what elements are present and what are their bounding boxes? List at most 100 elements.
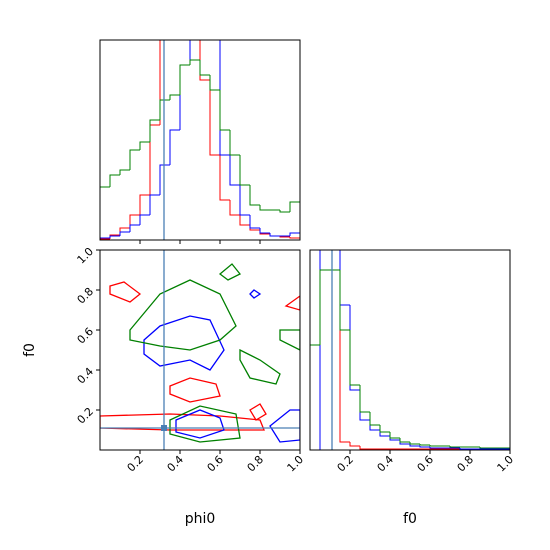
hist-step: [219, 90, 230, 131]
hist-step: [100, 238, 110, 240]
x-tick-label: 0.8: [455, 453, 477, 475]
x-tick-label: 0.6: [415, 453, 437, 475]
contour: [249, 403, 267, 421]
hist-step: [429, 445, 440, 447]
panel: [100, 0, 300, 240]
hist-step: [159, 40, 161, 125]
hist-step: [289, 201, 300, 240]
hist-step: [349, 305, 360, 391]
contour: [279, 329, 300, 351]
hist-step: [359, 385, 370, 413]
frame: [99, 39, 301, 241]
y-axis-label: f0: [22, 343, 38, 357]
hist-step: [139, 214, 150, 225]
x-axis-label: phi0: [185, 511, 216, 527]
x-tick-label: 0.2: [335, 453, 357, 475]
panel: [100, 250, 300, 450]
hist-step: [500, 447, 510, 450]
hist-step: [189, 40, 191, 65]
hist-step: [159, 99, 170, 120]
x-tick-label: 1.0: [495, 453, 517, 475]
x-tick-label: 1.0: [285, 453, 307, 475]
hist-step: [190, 20, 200, 30]
hist-step: [339, 250, 350, 443]
x-tick-label: 0.8: [245, 453, 267, 475]
hist-step: [319, 250, 321, 450]
hist-step: [219, 40, 230, 156]
hist-step: [129, 214, 140, 228]
x-tick-label: 0.2: [125, 453, 147, 475]
contour: [100, 413, 265, 431]
hist-step: [459, 448, 470, 450]
hist-step: [259, 205, 270, 211]
hist-step: [149, 124, 160, 195]
hist-step: [259, 228, 270, 234]
x-axis-label: f0: [403, 511, 417, 527]
contour: [269, 409, 300, 443]
hist-step: [409, 442, 420, 445]
x-tick-label: 0.6: [205, 453, 227, 475]
hist-step: [479, 447, 490, 449]
hist-step: [170, 0, 180, 10]
hist-step: [339, 270, 350, 331]
hist-step: [449, 446, 460, 448]
contour: [218, 263, 242, 281]
hist-step: [159, 164, 170, 195]
hist-step: [379, 425, 390, 433]
hist-step: [199, 60, 210, 76]
contour: [175, 409, 225, 439]
hist-step: [239, 215, 250, 226]
panel: [310, 250, 510, 450]
hist-step: [149, 119, 160, 142]
hist-step: [249, 185, 260, 206]
hist-step: [169, 94, 180, 100]
hist-step: [229, 130, 240, 156]
hist-step: [289, 237, 300, 240]
hist-step: [100, 186, 110, 240]
hist-step: [289, 232, 300, 240]
hist-step: [210, 20, 220, 25]
hist-step: [319, 250, 321, 450]
hist-step: [399, 438, 410, 443]
hist-step: [180, 10, 190, 20]
y-tick-label: 1.0: [75, 245, 97, 267]
hist-step: [419, 446, 430, 448]
hist-step: [269, 233, 280, 237]
contour: [249, 289, 262, 299]
hist-step: [139, 141, 150, 150]
hist-step: [279, 210, 290, 213]
contour: [239, 348, 281, 385]
hist-step: [379, 430, 390, 437]
hist-step: [179, 64, 190, 95]
frame: [99, 249, 301, 451]
hist-step: [189, 59, 200, 65]
hist-step: [229, 155, 240, 186]
hist-step: [500, 448, 510, 450]
hist-step: [419, 444, 430, 446]
hist-step: [100, 237, 110, 240]
hist-step: [129, 224, 140, 232]
hist-step: [199, 40, 210, 81]
truth-marker: [161, 425, 167, 431]
hist-step: [109, 235, 120, 238]
hist-step: [359, 390, 370, 421]
hist-step: [139, 194, 150, 215]
hist-step: [389, 432, 400, 439]
hist-step: [319, 269, 330, 345]
hist-step: [169, 129, 180, 165]
hist-step: [339, 250, 350, 306]
hist-step: [179, 64, 190, 130]
hist-step: [349, 442, 360, 447]
hist-step: [109, 174, 120, 187]
contour: [129, 279, 237, 351]
contour: [143, 315, 225, 371]
y-tick-label: 0.8: [75, 285, 97, 307]
y-tick-label: 0.2: [75, 405, 97, 427]
contour: [109, 281, 142, 303]
hist-step: [229, 200, 240, 216]
hist-step: [429, 447, 440, 449]
contour: [169, 377, 221, 403]
x-tick-label: 0.4: [375, 453, 397, 475]
y-tick-label: 0.6: [75, 325, 97, 347]
